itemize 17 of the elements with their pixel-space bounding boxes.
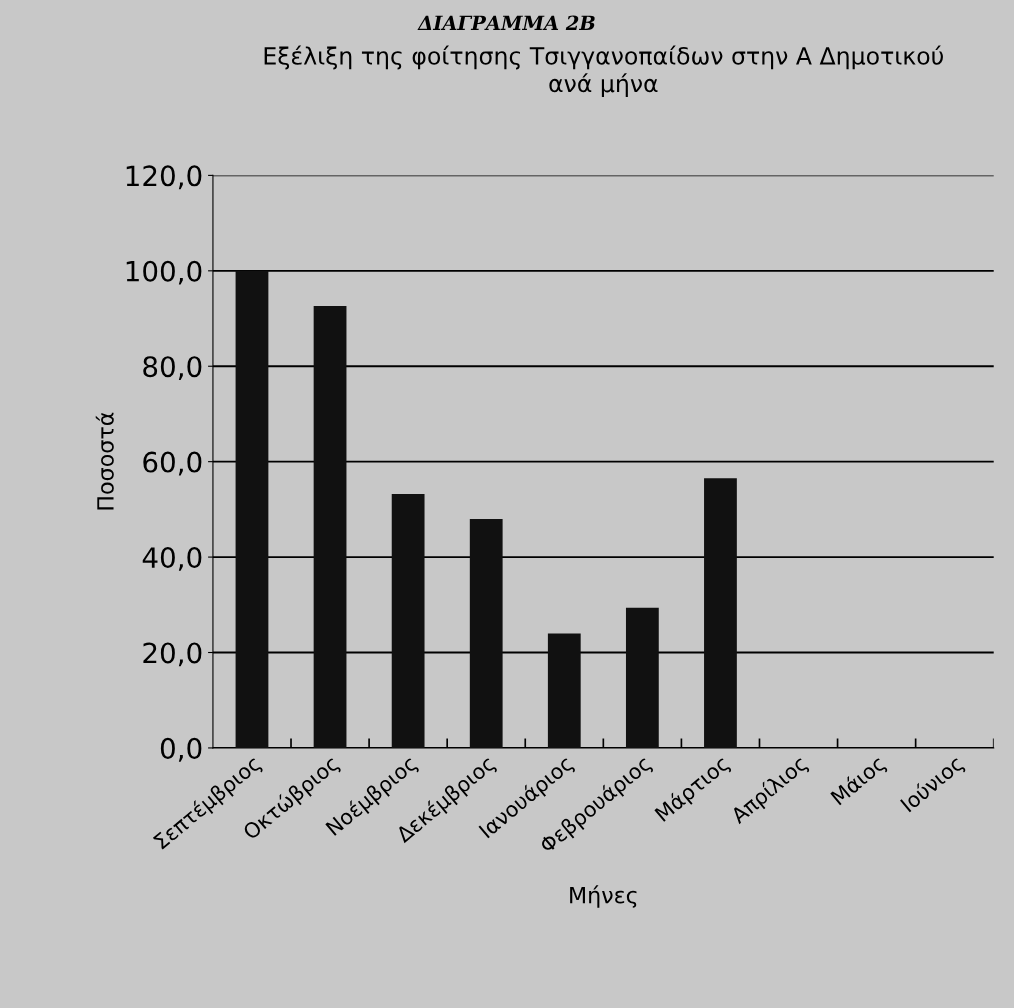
bar [625, 607, 659, 748]
chart-title: Εξέλιξη της φοίτησης Τσιγγανοπαίδων στην Α Δημοτικού ανά μήνα [264, 45, 943, 97]
y-tick-label: 60,0 [143, 451, 202, 476]
y-tick-label: 120,0 [126, 165, 202, 190]
x-axis-title: Μήνες [570, 885, 637, 908]
bar [391, 494, 425, 748]
y-tick-label: 80,0 [143, 356, 202, 381]
bar [547, 633, 581, 748]
text: ΔΙΑΓΡΑΜΜΑ 2Β [417, 15, 595, 30]
y-axis-title: Ποσοστά [95, 412, 114, 510]
bar [469, 518, 503, 748]
y-tick-label: 20,0 [143, 642, 202, 667]
bar [235, 270, 269, 748]
y-tick-label: 40,0 [142, 547, 202, 571]
bar [313, 306, 347, 748]
bar [704, 478, 737, 748]
y-tick-label: 100,0 [126, 260, 202, 285]
